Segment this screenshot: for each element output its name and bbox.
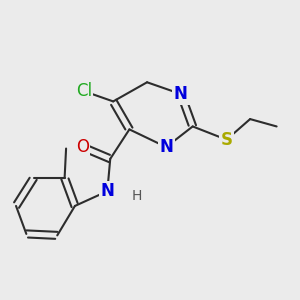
Text: O: O	[76, 138, 89, 156]
Text: Cl: Cl	[76, 82, 92, 100]
Text: H: H	[132, 189, 142, 202]
Text: N: N	[100, 182, 114, 200]
Text: N: N	[159, 138, 173, 156]
Text: S: S	[220, 131, 232, 149]
Text: N: N	[174, 85, 188, 103]
